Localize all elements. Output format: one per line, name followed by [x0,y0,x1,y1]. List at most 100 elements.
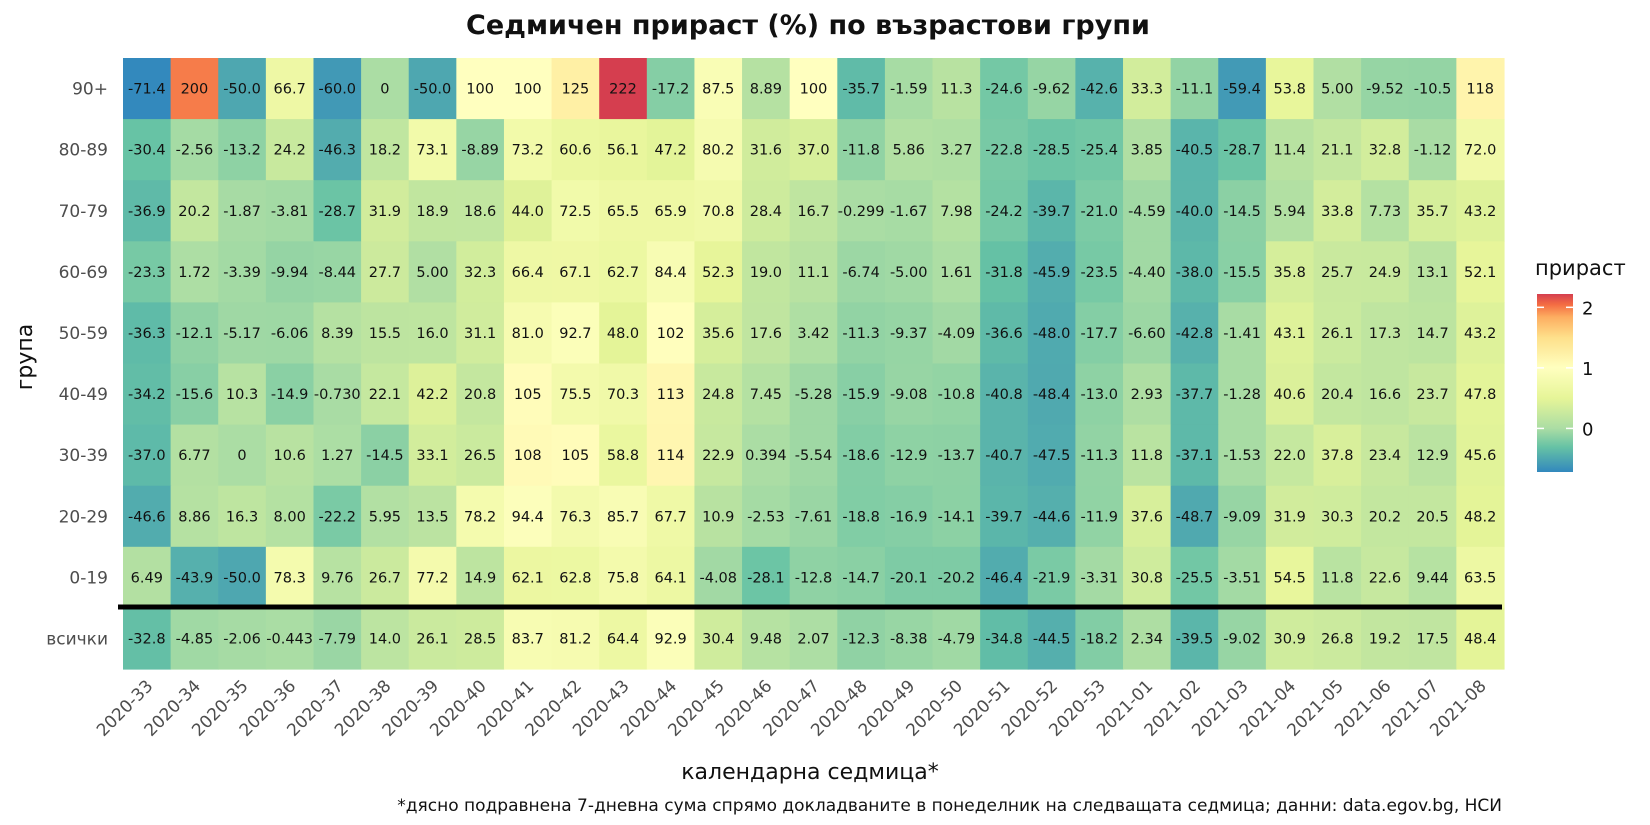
cell-value-label: -4.09 [938,326,976,342]
cell-value-label: 113 [657,387,685,403]
cell-value-label: 22.9 [702,448,734,464]
cell-value-label: -46.6 [128,509,166,525]
heatmap-cell [1123,546,1172,609]
cell-value-label: 70.8 [702,204,734,220]
heatmap-cell [1170,180,1219,242]
heatmap-cell [1075,180,1124,242]
cell-value-label: 75.5 [559,387,591,403]
cell-value-label: 78.3 [274,570,306,586]
cell-value-label: -9.09 [1223,509,1261,525]
heatmap-cell [313,119,362,181]
cell-value-label: -18.2 [1080,631,1118,647]
cell-value-label: -48.0 [1033,326,1071,342]
cell-value-label: -39.5 [1176,631,1214,647]
heatmap-cell [980,58,1029,120]
cell-value-label: 77.2 [416,570,448,586]
cell-value-label: -6.74 [842,265,880,281]
heatmap-cell [884,363,934,426]
heatmap-cell [123,363,172,426]
cell-value-label: 24.2 [274,143,306,159]
cell-value-label: 114 [657,448,685,464]
heatmap-cell [170,241,219,303]
heatmap-cell [123,546,172,609]
cell-value-label: 65.5 [607,204,639,220]
cell-value-label: 26.7 [369,570,401,586]
heatmap-cell [1456,363,1505,426]
cell-value-label: -16.9 [890,509,928,525]
cell-value-label: -15.5 [1223,265,1261,281]
cell-value-label: -5.54 [795,448,833,464]
heatmap-cell [1408,180,1457,242]
heatmap-cell [1075,424,1124,487]
legend-colorbar [1537,294,1573,472]
heatmap-cell [1075,607,1124,670]
heatmap-cell [694,607,743,670]
heatmap-cell [837,607,886,670]
heatmap-cell [932,485,981,548]
heatmap-cell [789,119,838,181]
cell-value-label: 8.39 [321,326,353,342]
heatmap-cell [123,180,172,242]
heatmap-cell [265,58,315,120]
cell-value-label: -1.12 [1414,143,1452,159]
cell-value-label: 84.4 [654,265,686,281]
heatmap-cell [932,302,981,365]
cell-value-label: -20.2 [938,570,976,586]
cell-value-label: 62.7 [607,265,639,281]
heatmap-cell [313,607,362,670]
heatmap-cell [742,241,791,303]
heatmap-cell [837,485,886,548]
cell-value-label: -39.7 [1033,204,1071,220]
cell-value-label: -13.0 [1080,387,1118,403]
heatmap-cell [789,546,838,609]
cell-value-label: 3.85 [1131,143,1163,159]
cell-value-label: 75.8 [607,570,639,586]
cell-value-label: -38.0 [1176,265,1214,281]
cell-value-label: -37.0 [128,448,166,464]
heatmap-cell [646,424,696,487]
cell-value-label: -4.40 [1128,265,1166,281]
heatmap-cell [218,58,267,120]
heatmap-cell [1027,302,1076,365]
heatmap-cell [503,485,553,548]
cell-value-label: 3.42 [797,326,829,342]
heatmap-cell [1218,363,1267,426]
cell-value-label: 20.2 [1369,509,1401,525]
cell-value-label: 11.8 [1131,448,1163,464]
heatmap-cell [1123,485,1172,548]
heatmap-cell [170,180,219,242]
cell-value-label: 25.7 [1321,265,1353,281]
heatmap-cell [1123,58,1172,120]
y-tick-label: 60-69 [59,263,108,283]
heatmap-cell [361,119,410,181]
heatmap-cell [789,302,838,365]
cell-value-label: -24.2 [985,204,1023,220]
cell-value-label: 11.1 [797,265,829,281]
heatmap-cell [1170,485,1219,548]
cell-value-label: 35.6 [702,326,734,342]
cell-value-label: -8.38 [890,631,928,647]
heatmap-cell [837,363,886,426]
heatmap-cell [599,119,648,181]
cell-value-label: 10.3 [226,387,258,403]
y-tick-label: 0-19 [69,568,108,588]
cell-value-label: 8.00 [274,509,306,525]
cell-value-label: -1.28 [1223,387,1261,403]
cell-value-label: 31.6 [750,143,782,159]
heatmap-cell [1075,119,1124,181]
cell-value-label: 2.07 [797,631,829,647]
heatmap-cell [218,119,267,181]
heatmap-cell [1170,58,1219,120]
heatmap-cell [1408,119,1457,181]
heatmap-cell [1123,180,1172,242]
cell-value-label: 43.2 [1464,326,1496,342]
heatmap-cell [361,180,410,242]
cell-value-label: -32.8 [128,631,166,647]
heatmap-cell [932,546,981,609]
cell-value-label: -0.730 [314,387,361,403]
heatmap-cell [1265,241,1315,303]
heatmap-cell [361,485,410,548]
heatmap-cell [1170,363,1219,426]
heatmap-cell [218,485,267,548]
cell-value-label: 62.1 [512,570,544,586]
